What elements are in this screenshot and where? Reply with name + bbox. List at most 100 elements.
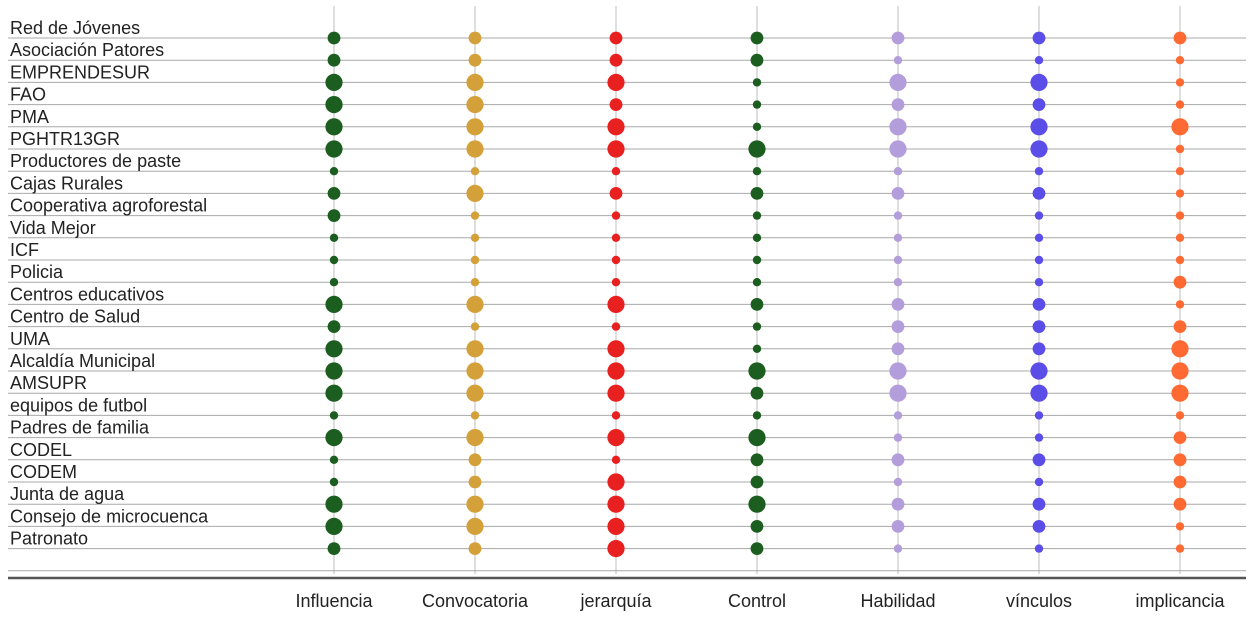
data-dot bbox=[329, 278, 339, 287]
data-dot bbox=[1171, 340, 1189, 358]
data-dot bbox=[607, 473, 625, 491]
data-dot bbox=[607, 429, 625, 447]
data-dot bbox=[470, 211, 480, 220]
data-dot bbox=[468, 475, 482, 489]
data-dot bbox=[893, 211, 903, 220]
data-dot bbox=[1030, 73, 1048, 91]
data-dot bbox=[1175, 189, 1185, 198]
data-dot bbox=[611, 255, 621, 265]
data-dot bbox=[1034, 433, 1044, 442]
data-dot bbox=[893, 433, 903, 442]
data-dot bbox=[893, 477, 903, 487]
data-dot bbox=[470, 233, 480, 242]
data-dot bbox=[1034, 211, 1044, 220]
data-dot bbox=[889, 118, 907, 136]
data-dot bbox=[607, 140, 625, 158]
data-dot bbox=[1173, 431, 1187, 444]
data-dot bbox=[466, 96, 484, 114]
data-dot bbox=[752, 233, 762, 242]
data-dot bbox=[468, 31, 482, 45]
data-dot bbox=[329, 233, 339, 242]
data-dot bbox=[325, 429, 343, 447]
data-dot bbox=[1175, 78, 1185, 87]
data-dot bbox=[1175, 522, 1185, 531]
data-dot bbox=[607, 517, 625, 536]
row-label: Centros educativos bbox=[10, 284, 164, 304]
row-label: Patronato bbox=[10, 529, 88, 549]
data-dot bbox=[466, 118, 484, 136]
data-dot bbox=[750, 475, 764, 489]
row-label: Consejo de microcuenca bbox=[10, 506, 209, 526]
row-label: Padres de familia bbox=[10, 418, 150, 438]
data-dot bbox=[891, 342, 905, 356]
data-dot bbox=[466, 340, 484, 358]
data-dot bbox=[470, 255, 480, 265]
data-dot bbox=[1032, 497, 1046, 511]
data-dot bbox=[329, 167, 339, 176]
data-dot bbox=[607, 118, 625, 136]
data-dot bbox=[327, 53, 341, 67]
data-dot bbox=[609, 31, 623, 45]
data-dot bbox=[752, 78, 762, 87]
row-label: ICF bbox=[10, 240, 39, 260]
data-dot bbox=[1175, 100, 1185, 109]
data-dot bbox=[1030, 118, 1048, 136]
data-dot bbox=[891, 31, 905, 45]
data-dot bbox=[1032, 453, 1046, 467]
data-dot bbox=[893, 233, 903, 242]
data-dot bbox=[325, 96, 343, 114]
data-dot bbox=[327, 542, 341, 555]
data-dot bbox=[1171, 384, 1189, 402]
data-dot bbox=[891, 453, 905, 467]
data-dot bbox=[1034, 255, 1044, 265]
data-dot bbox=[329, 255, 339, 265]
data-dot bbox=[1034, 544, 1044, 553]
data-dot bbox=[748, 140, 766, 158]
data-dot bbox=[891, 497, 905, 511]
data-dot bbox=[1173, 275, 1187, 289]
data-dot bbox=[1175, 211, 1185, 220]
data-dot bbox=[329, 411, 339, 420]
data-dot bbox=[1175, 255, 1185, 265]
row-label: Vida Mejor bbox=[10, 218, 96, 238]
data-dot bbox=[889, 140, 907, 158]
data-dot bbox=[325, 295, 343, 313]
data-dot bbox=[893, 255, 903, 265]
data-dot bbox=[1175, 144, 1185, 154]
data-dot bbox=[466, 517, 484, 536]
data-dot bbox=[611, 167, 621, 176]
data-dot bbox=[325, 340, 343, 358]
row-label: Centro de Salud bbox=[10, 307, 140, 327]
data-dot bbox=[466, 73, 484, 91]
data-dot bbox=[329, 455, 339, 464]
data-dot bbox=[609, 98, 623, 111]
row-label: Policia bbox=[10, 262, 64, 282]
data-dot bbox=[750, 453, 764, 467]
data-dot bbox=[1171, 362, 1189, 380]
data-dot bbox=[1175, 233, 1185, 242]
data-dot bbox=[891, 298, 905, 311]
row-label: Alcaldía Municipal bbox=[10, 351, 155, 371]
data-dot bbox=[1034, 233, 1044, 242]
data-dot bbox=[466, 140, 484, 158]
data-dot bbox=[325, 73, 343, 91]
data-dot bbox=[470, 322, 480, 331]
column-label: Convocatoria bbox=[422, 591, 529, 611]
data-dot bbox=[891, 520, 905, 533]
data-dot bbox=[1034, 477, 1044, 487]
data-dot bbox=[611, 411, 621, 420]
data-dot bbox=[748, 362, 766, 380]
data-dot bbox=[1175, 300, 1185, 309]
data-dot bbox=[1175, 56, 1185, 65]
data-dot bbox=[752, 411, 762, 420]
data-dot bbox=[327, 209, 341, 223]
row-label: PMA bbox=[10, 107, 49, 127]
data-dot bbox=[752, 278, 762, 287]
data-dot bbox=[891, 98, 905, 111]
data-dot bbox=[327, 320, 341, 333]
data-dot bbox=[329, 477, 339, 487]
data-dot bbox=[1032, 342, 1046, 356]
data-dot bbox=[325, 140, 343, 158]
data-dot bbox=[466, 384, 484, 402]
